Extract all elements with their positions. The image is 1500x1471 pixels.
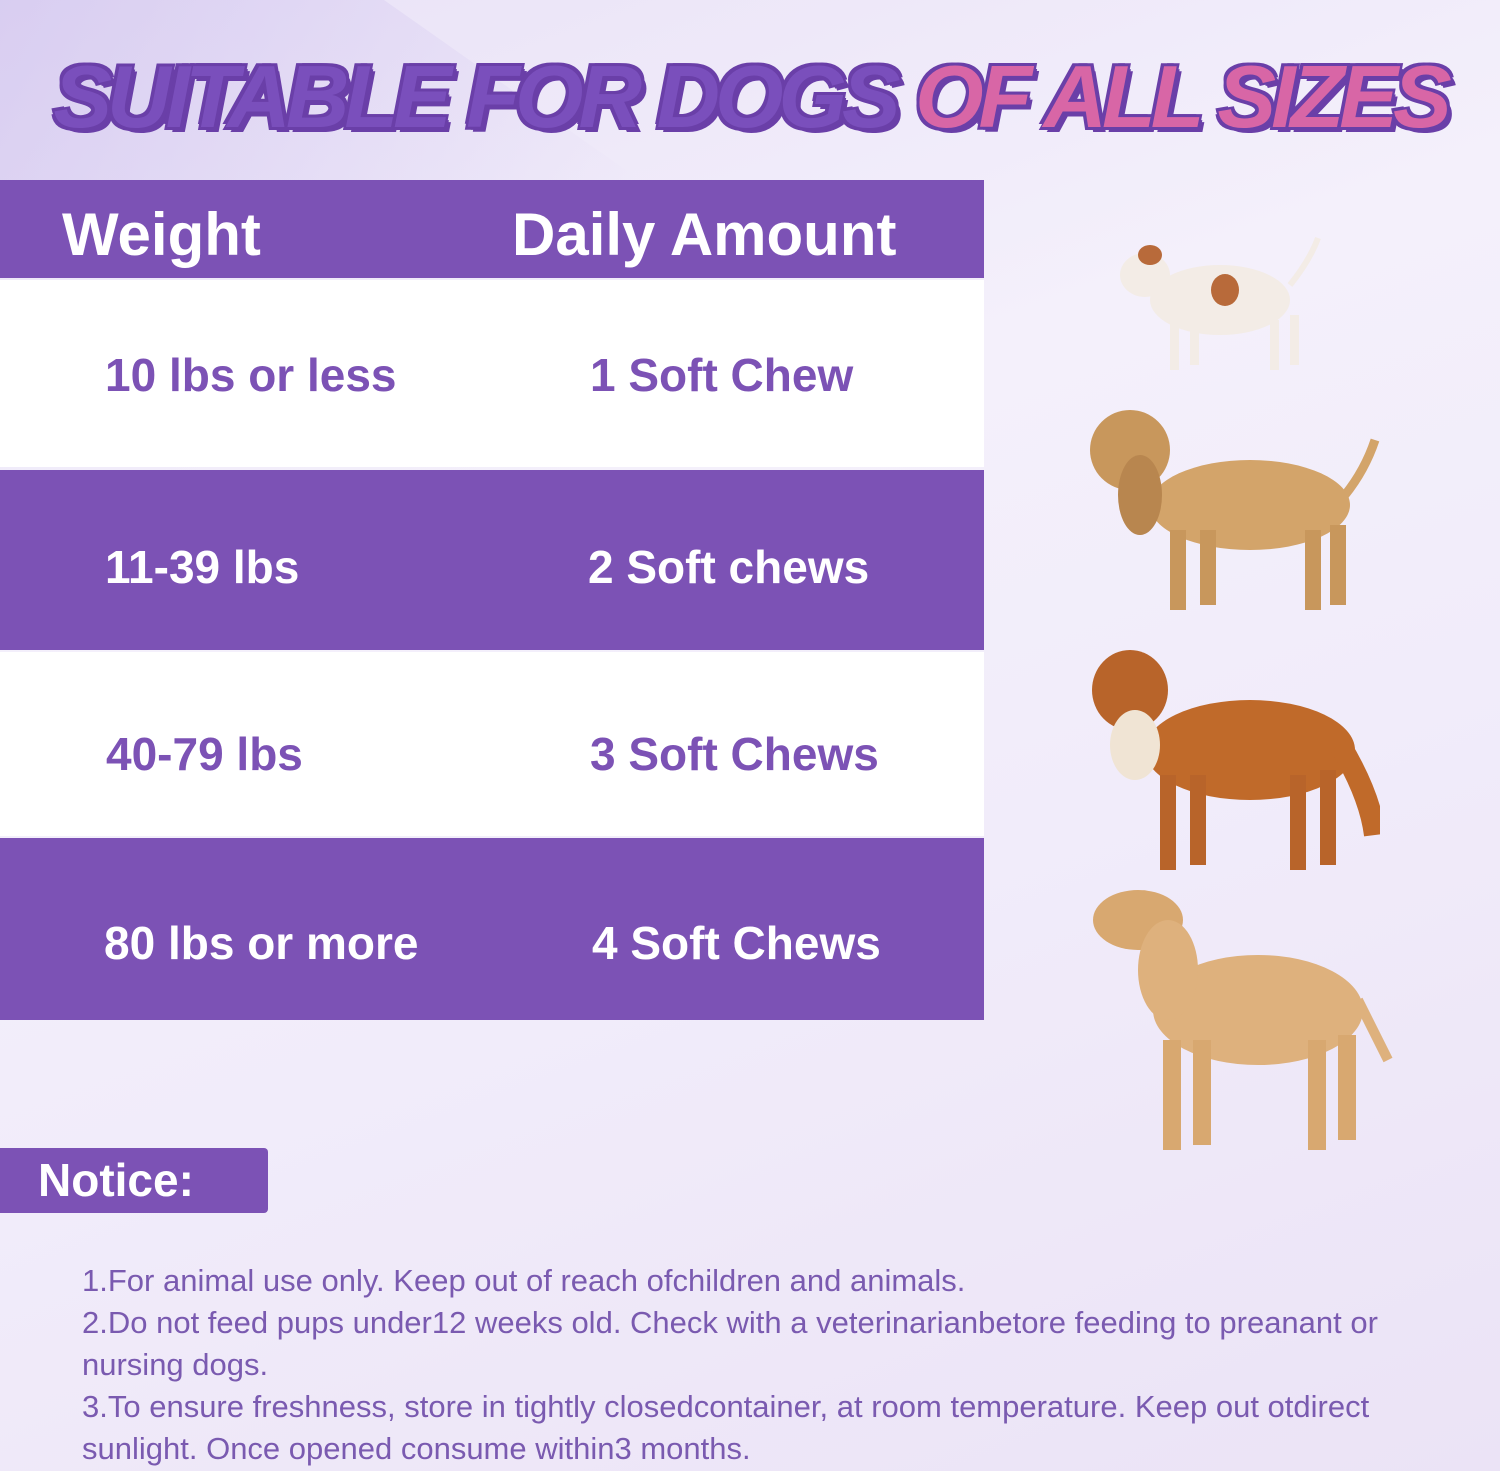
amount-cell: 4 Soft Chews [592,917,881,969]
labrador-image [1093,890,1393,1150]
amount-cell: 2 Soft chews [588,541,870,593]
title-part-2: OF ALL SIZES [914,46,1454,148]
notice-item: 3.To ensure freshness, store in tightly … [82,1389,1370,1466]
header-daily-amount: Daily Amount [512,201,897,268]
title-part-1: SUITABLE FOR DOGS [52,46,902,148]
table-row: 40-79 lbs 3 Soft Chews [0,652,984,836]
weight-cell: 80 lbs or more [104,917,419,969]
notice-item: 1.For animal use only. Keep out of reach… [82,1263,966,1298]
notice-label: Notice: [0,1148,268,1213]
dosage-table: Weight Daily Amount 10 lbs or less 1 Sof… [0,180,984,1020]
weight-cell: 40-79 lbs [106,728,303,780]
retriever-image [1092,650,1380,870]
amount-cell: 3 Soft Chews [590,728,879,780]
weight-cell: 11-39 lbs [105,541,300,593]
notice-list: 1.For animal use only. Keep out of reach… [82,1260,1462,1470]
table-row: 80 lbs or more 4 Soft Chews [0,838,984,1020]
table-header: Weight Daily Amount [0,180,984,278]
table-row: 11-39 lbs 2 Soft chews [0,470,984,650]
small-puppy-image [1120,236,1321,370]
header-weight: Weight [62,201,261,268]
weight-cell: 10 lbs or less [105,349,397,401]
table-row: 10 lbs or less 1 Soft Chew [0,280,984,467]
notice-item: 2.Do not feed pups under12 weeks old. Ch… [82,1305,1378,1382]
cocker-spaniel-image [1090,410,1380,610]
amount-cell: 1 Soft Chew [590,349,854,401]
page-title: SUITABLE FOR DOGS OF ALL SIZES [0,46,1500,148]
